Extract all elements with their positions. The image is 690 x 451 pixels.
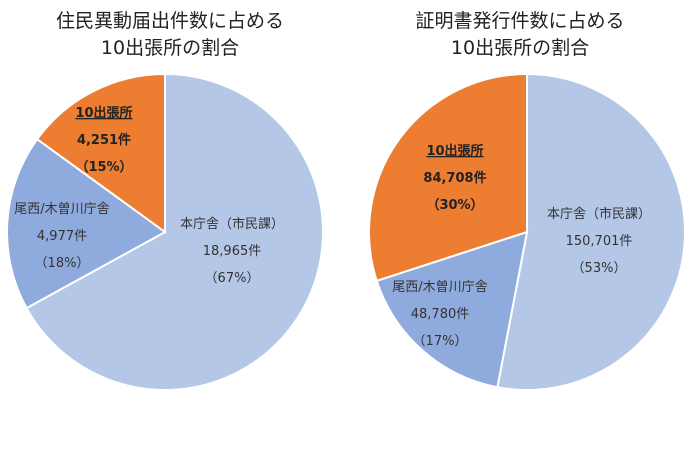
pie-label-left-2-percent: （15%） bbox=[75, 159, 132, 175]
pie-label-left-1-count: 4,977件 bbox=[37, 229, 87, 244]
pie-label-right-0-percent: （53%） bbox=[572, 261, 627, 276]
pie-label-left-2-count: 4,251件 bbox=[77, 132, 131, 148]
pie-slice-right-0 bbox=[496, 72, 687, 391]
pie-label-left-2-name: 10出張所 bbox=[75, 105, 132, 121]
chart-title-left-line1: 住民異動届出件数に占める bbox=[55, 10, 284, 32]
pie-label-right-1-name: 尾西/木曽川庁舎 bbox=[392, 280, 487, 295]
pie-label-right-2-percent: （30%） bbox=[426, 197, 483, 213]
pie-label-left-0-percent: （67%） bbox=[205, 271, 260, 286]
pie-label-right-2-name: 10出張所 bbox=[426, 143, 483, 159]
pie-slice-right-1 bbox=[375, 230, 529, 389]
chart-title-right-line1: 証明書発行件数に占める bbox=[415, 10, 625, 32]
pie-slice-right-2 bbox=[368, 72, 528, 283]
chart-title-left-line2: 10出張所の割合 bbox=[100, 37, 240, 59]
pie-label-left-0-name: 本庁舎（市民課） bbox=[180, 216, 284, 232]
chart-title-left: 住民異動届出件数に占める 10出張所の割合 bbox=[0, 8, 340, 62]
pie-slice-left-1 bbox=[5, 137, 167, 310]
pie-slice-left-0 bbox=[25, 72, 324, 391]
chart-title-right: 証明書発行件数に占める 10出張所の割合 bbox=[350, 8, 690, 62]
pie-label-right-1-percent: （17%） bbox=[413, 334, 468, 349]
pie-label-left-1-percent: （18%） bbox=[35, 256, 90, 271]
pie-label-left-0-count: 18,965件 bbox=[203, 244, 262, 259]
pie-label-left-1-name: 尾西/木曽川庁舎 bbox=[14, 202, 109, 217]
pie-slice-left-2 bbox=[35, 72, 166, 234]
pie-label-right-0-count: 150,701件 bbox=[566, 234, 633, 249]
pie-label-right-1-count: 48,780件 bbox=[411, 307, 470, 322]
chart-title-right-line2: 10出張所の割合 bbox=[450, 37, 590, 59]
pie-label-right-2-count: 84,708件 bbox=[423, 170, 486, 186]
pie-label-right-0-name: 本庁舎（市民課） bbox=[547, 206, 651, 222]
